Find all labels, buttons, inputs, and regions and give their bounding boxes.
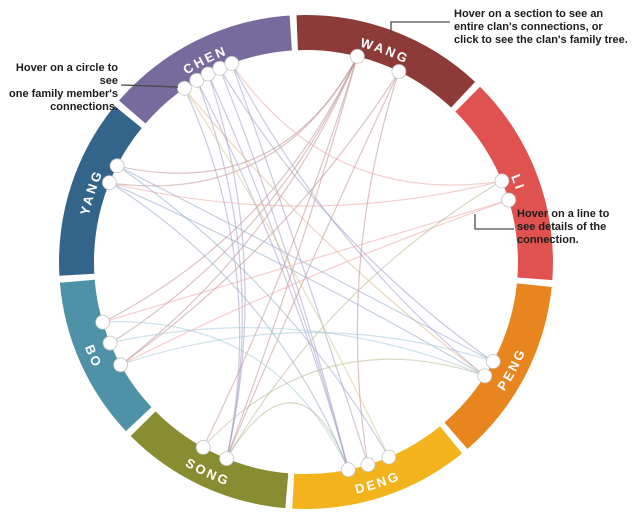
link-wang-0-bo-0[interactable] xyxy=(103,57,358,323)
node-bo-1[interactable] xyxy=(95,314,111,330)
callout-text-line: connection. xyxy=(517,234,579,246)
link-bo-1-peng-1[interactable] xyxy=(110,327,485,376)
link-chen-1-deng-0[interactable] xyxy=(196,80,349,469)
callout-text-line: Hover on a section to see an xyxy=(454,8,604,20)
node-yang-2[interactable] xyxy=(102,175,117,191)
node-peng-2[interactable] xyxy=(477,368,493,384)
link-wang-1-bo-2[interactable] xyxy=(121,72,400,365)
link-deng-2-chen-0[interactable] xyxy=(184,88,389,457)
link-li-1-bo-0[interactable] xyxy=(103,199,508,323)
node-bo-2[interactable] xyxy=(102,335,118,351)
callout-text-line: Hover on a circle to see xyxy=(15,62,118,87)
callout-section-hint: Hover on a section to see an entire clan… xyxy=(454,8,640,47)
link-wang-0-song-0[interactable] xyxy=(203,57,358,447)
link-bo-2-peng-0[interactable] xyxy=(121,331,493,365)
link-chen-2-song-1[interactable] xyxy=(208,74,246,458)
node-chen-1[interactable] xyxy=(176,80,192,96)
node-deng-2[interactable] xyxy=(360,457,376,473)
link-peng-1-chen-0[interactable] xyxy=(184,88,485,376)
node-wang-2[interactable] xyxy=(391,64,407,79)
link-chen-4-peng-1[interactable] xyxy=(231,64,485,376)
node-li-2[interactable] xyxy=(501,192,517,208)
link-wang-0-yang-1[interactable] xyxy=(110,57,358,187)
link-yang-1-peng-1[interactable] xyxy=(110,182,485,376)
link-bo-0-deng-0[interactable] xyxy=(103,321,349,470)
link-yang-0-peng-0[interactable] xyxy=(117,165,493,362)
node-song-2[interactable] xyxy=(219,451,235,467)
node-chen-5[interactable] xyxy=(224,56,240,71)
callout-line-hint: Hover on a line to see details of the co… xyxy=(517,208,629,247)
callout-text-line: click to see the clan's family tree. xyxy=(454,34,628,46)
callout-text-line: Hover on a line to xyxy=(517,208,610,220)
link-yang-0-deng-2[interactable] xyxy=(117,165,389,457)
link-li-1-bo-2[interactable] xyxy=(121,199,508,365)
callout-connectors-layer xyxy=(120,21,514,230)
link-chen-3-peng-0[interactable] xyxy=(219,68,493,362)
node-peng-1[interactable] xyxy=(485,354,501,369)
link-song-1-li-0[interactable] xyxy=(226,180,502,458)
link-song-1-deng-0[interactable] xyxy=(226,402,349,470)
link-chen-2-deng-0[interactable] xyxy=(208,74,349,469)
nodes-layer xyxy=(95,48,517,478)
link-song-0-peng-1[interactable] xyxy=(203,358,485,447)
callout-connector xyxy=(390,21,450,34)
callout-text-line: entire clan's connections, or xyxy=(454,21,603,33)
connections-layer xyxy=(103,57,508,470)
node-chen-2[interactable] xyxy=(189,72,205,88)
callout-text-line: see details of the xyxy=(517,221,607,233)
callout-connector xyxy=(120,84,179,88)
link-wang-1-song-1[interactable] xyxy=(226,72,400,458)
link-yang-1-deng-0[interactable] xyxy=(110,182,349,470)
node-deng-3[interactable] xyxy=(381,449,397,465)
callout-circle-hint: Hover on a circle to see one family memb… xyxy=(6,62,118,114)
link-wang-1-deng-1[interactable] xyxy=(356,72,400,464)
node-wang-1[interactable] xyxy=(349,48,365,64)
link-li-0-yang-1[interactable] xyxy=(110,180,502,207)
node-bo-3[interactable] xyxy=(113,357,128,373)
link-wang-0-bo-2[interactable] xyxy=(121,57,358,365)
node-yang-1[interactable] xyxy=(109,158,125,174)
callout-text-line: one family member's xyxy=(9,88,118,100)
arc-yang[interactable] xyxy=(59,105,142,276)
arc-song[interactable] xyxy=(130,411,289,509)
node-song-1[interactable] xyxy=(195,439,211,455)
node-li-1[interactable] xyxy=(494,173,510,189)
arc-wang[interactable] xyxy=(296,15,476,108)
link-li-0-chen-4[interactable] xyxy=(231,64,501,186)
callout-connector xyxy=(474,214,514,230)
node-deng-1[interactable] xyxy=(340,462,356,478)
callout-text-line: connections. xyxy=(50,101,118,113)
arcs-layer xyxy=(59,15,553,509)
link-wang-0-bo-1[interactable] xyxy=(110,57,358,344)
arc-deng[interactable] xyxy=(292,426,463,509)
arc-bo[interactable] xyxy=(59,279,152,432)
